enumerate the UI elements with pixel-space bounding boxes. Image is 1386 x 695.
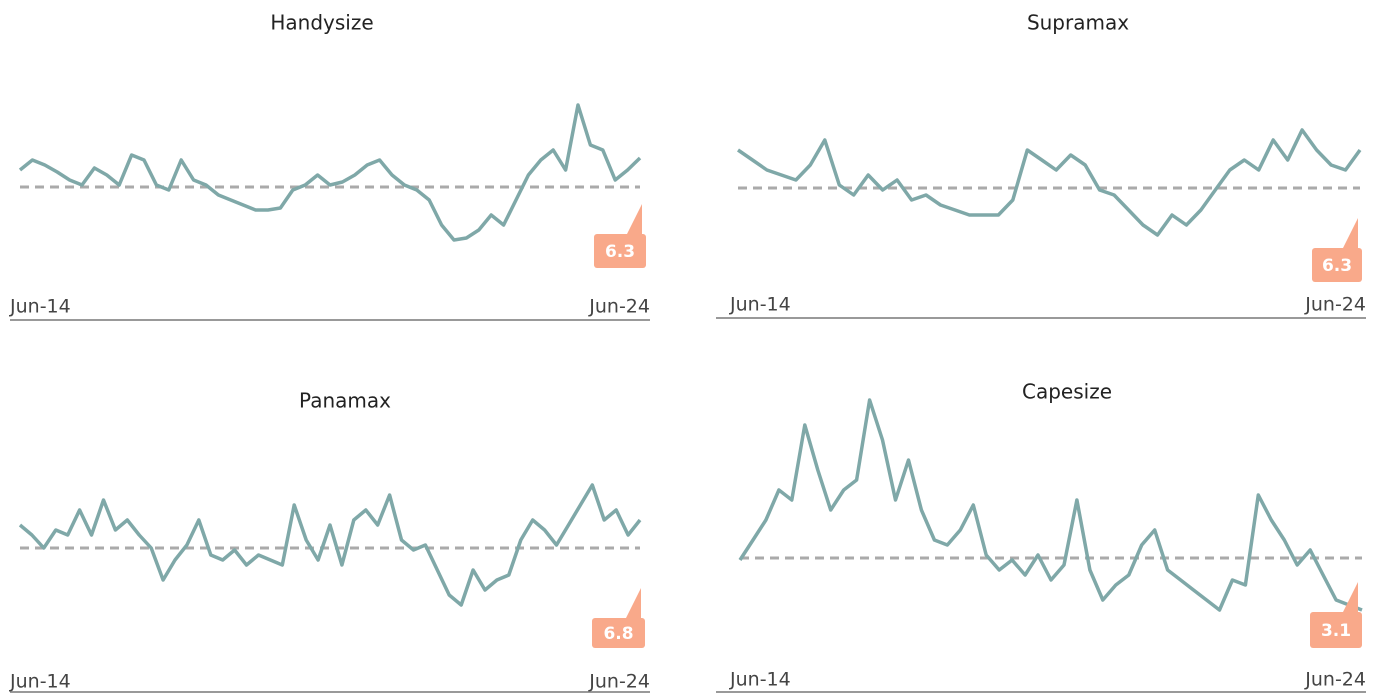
callout-label: 6.3 <box>1322 256 1352 276</box>
series-line <box>737 128 1362 237</box>
chart-title: Handysize <box>270 11 373 35</box>
callout-box <box>592 618 645 648</box>
callout-label: 3.1 <box>1321 621 1351 641</box>
series-line <box>18 103 642 242</box>
callout-pointer <box>625 588 641 620</box>
callout-pointer <box>1342 582 1358 614</box>
callout-pointer <box>626 204 642 236</box>
callout-box <box>1310 612 1362 648</box>
x-label-end: Jun-24 <box>1304 669 1366 691</box>
callout-box <box>594 234 646 268</box>
x-label-end: Jun-24 <box>588 671 650 693</box>
chart-title: Capesize <box>1022 380 1112 404</box>
x-label-start: Jun-14 <box>9 296 71 318</box>
chart-title: Supramax <box>1027 11 1129 35</box>
x-label-start: Jun-14 <box>729 669 791 691</box>
callout-box <box>1312 248 1362 282</box>
x-label-end: Jun-24 <box>1304 294 1366 316</box>
callout-label: 6.3 <box>605 242 635 262</box>
x-label-start: Jun-14 <box>729 294 791 316</box>
series-line <box>18 483 642 607</box>
callout-pointer <box>1342 218 1358 250</box>
callout-label: 6.8 <box>603 624 633 644</box>
x-label-start: Jun-14 <box>9 671 71 693</box>
x-label-end: Jun-24 <box>588 296 650 318</box>
series-line <box>738 398 1363 612</box>
chart-title: Panamax <box>299 389 391 413</box>
